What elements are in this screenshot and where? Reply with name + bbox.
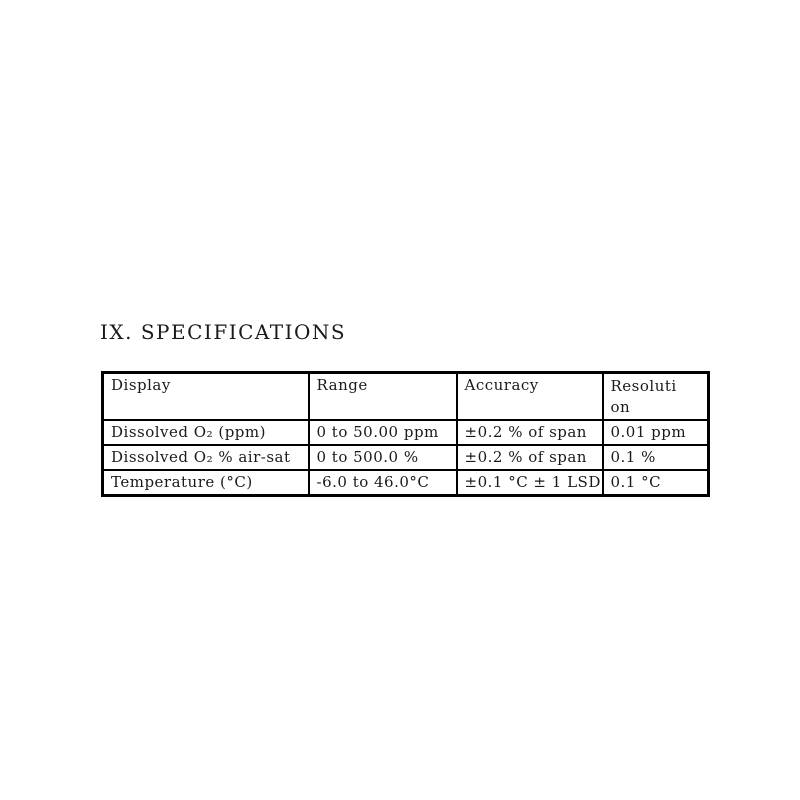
cell-accuracy: ±0.1 °C ± 1 LSD (455, 469, 604, 497)
table-header-row: Display Range Accuracy Resolution (101, 371, 710, 421)
cell-accuracy: ±0.2 % of span (455, 444, 604, 471)
column-header-display: Display (101, 371, 310, 421)
cell-range: 0 to 50.00 ppm (307, 419, 458, 446)
column-header-label: Display (111, 376, 171, 394)
table-row: Dissolved O₂ (ppm) 0 to 50.00 ppm ±0.2 %… (101, 419, 710, 446)
specifications-table: Display Range Accuracy Resolution Dissol… (101, 371, 710, 497)
cell-resolution: 0.01 ppm (601, 419, 710, 446)
column-header-label: Resolution (610, 377, 677, 416)
table-row: Dissolved O₂ % air-sat 0 to 500.0 % ±0.2… (101, 444, 710, 471)
column-header-resolution: Resolution (601, 371, 710, 421)
cell-display: Dissolved O₂ (ppm) (101, 419, 310, 446)
cell-accuracy: ±0.2 % of span (455, 419, 604, 446)
table-row: Temperature (°C) -6.0 to 46.0°C ±0.1 °C … (101, 469, 710, 497)
column-header-accuracy: Accuracy (455, 371, 604, 421)
cell-range: 0 to 500.0 % (307, 444, 458, 471)
cell-resolution: 0.1 % (601, 444, 710, 471)
cell-display: Dissolved O₂ % air-sat (101, 444, 310, 471)
cell-display: Temperature (°C) (101, 469, 310, 497)
section-heading: IX. SPECIFICATIONS (100, 320, 347, 344)
column-header-label: Range (316, 376, 368, 394)
cell-resolution: 0.1 °C (601, 469, 710, 497)
cell-range: -6.0 to 46.0°C (307, 469, 458, 497)
column-header-range: Range (307, 371, 458, 421)
column-header-label: Accuracy (464, 376, 539, 394)
